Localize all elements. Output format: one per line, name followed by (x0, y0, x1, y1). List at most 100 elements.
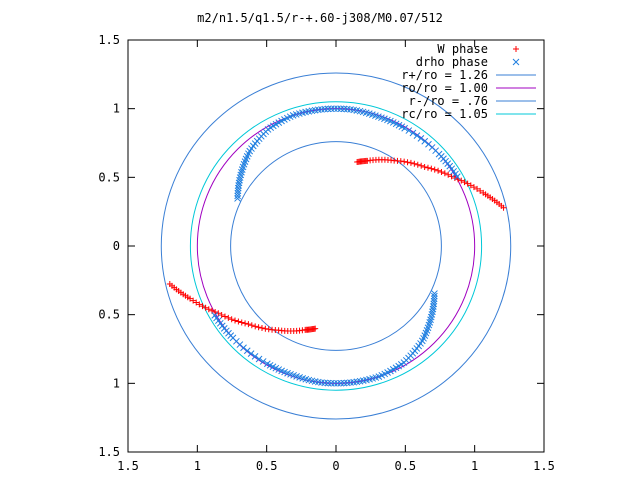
phase-points (166, 105, 507, 387)
data-point (331, 105, 338, 113)
data-point (202, 304, 209, 311)
data-point (431, 166, 438, 173)
data-point (474, 185, 481, 192)
data-point (212, 309, 219, 316)
data-point (193, 299, 200, 306)
data-point (431, 292, 438, 300)
x-tick-labels: 1.5 1 0.5 0 0.5 1 1.5 (117, 459, 555, 473)
data-point (441, 170, 448, 177)
data-point (429, 305, 437, 313)
data-point (234, 184, 242, 192)
data-point (464, 180, 471, 187)
x-tick-label: 1 (471, 459, 478, 473)
data-point (401, 124, 408, 132)
data-point (235, 179, 243, 187)
data-point (190, 297, 197, 304)
data-point (453, 173, 461, 181)
data-point (470, 184, 477, 191)
data-point (429, 308, 436, 316)
data-point (417, 135, 425, 142)
data-point (248, 322, 255, 329)
y-tick-labels: 1.5 1 0.5 0 0.5 1 1.5 (98, 33, 120, 459)
data-point (428, 311, 436, 318)
data-point (225, 314, 232, 321)
data-point (218, 311, 225, 318)
x-tick-label: 1.5 (533, 459, 555, 473)
x-tick-label: 0.5 (256, 459, 278, 473)
data-point (205, 306, 212, 313)
legend-label: drho phase (416, 55, 488, 69)
data-point (407, 159, 414, 166)
data-point (236, 174, 244, 181)
circle-r-1_05 (189, 101, 483, 391)
y-tick-label: 0 (113, 239, 120, 253)
data-point (461, 179, 468, 186)
legend-label: r+/ro = 1.26 (401, 68, 488, 82)
data-point (421, 163, 428, 170)
legend-marker (513, 46, 519, 52)
data-point (262, 325, 269, 332)
data-point (421, 137, 429, 145)
legend-marker (512, 58, 520, 66)
data-point (247, 350, 255, 357)
data-point (424, 164, 431, 171)
data-point (232, 317, 239, 324)
data-point (235, 318, 242, 325)
data-point (259, 358, 267, 365)
legend: W phase drho phase r+/ro = 1.26 ro/ro = … (401, 42, 536, 121)
reference-circles (160, 72, 512, 420)
series-w-phase (166, 156, 507, 335)
data-point (234, 192, 241, 200)
data-point (255, 324, 262, 331)
data-point (234, 195, 241, 202)
data-point (409, 129, 417, 137)
data-point (430, 300, 438, 308)
axis-ticks (127, 39, 545, 453)
data-point (196, 301, 203, 308)
data-point (428, 165, 435, 172)
data-point (451, 175, 458, 182)
data-point (405, 127, 413, 134)
data-point (236, 176, 243, 184)
data-point (430, 303, 437, 310)
data-point (414, 161, 421, 168)
data-point (245, 321, 252, 328)
data-point (480, 189, 487, 196)
y-tick-label: 1 (113, 102, 120, 116)
data-point (312, 325, 319, 332)
data-point (199, 303, 206, 310)
data-point (438, 168, 445, 175)
data-point (228, 316, 235, 323)
data-point (255, 355, 263, 363)
y-tick-label: 0.5 (98, 170, 120, 184)
y-tick-label: 1.5 (98, 445, 120, 459)
data-point (477, 187, 484, 194)
legend-label: rc/ro = 1.05 (401, 107, 488, 121)
circle-r-1 (196, 108, 476, 384)
data-point (411, 160, 418, 167)
legend-label: ro/ro = 1.00 (401, 81, 488, 95)
data-point (251, 353, 259, 360)
data-point (252, 323, 259, 330)
circle-r-0_76 (230, 141, 442, 351)
x-tick-label: 0 (332, 459, 339, 473)
circle-r-1_26 (160, 72, 512, 420)
x-tick-label: 1.5 (117, 459, 139, 473)
y-tick-label: 0.5 (98, 308, 120, 322)
x-tick-label: 0.5 (394, 459, 416, 473)
data-point (264, 360, 271, 368)
data-point (467, 182, 474, 189)
data-point (238, 319, 245, 326)
data-point (418, 162, 425, 169)
data-point (243, 347, 251, 355)
y-tick-label: 1.5 (98, 33, 120, 47)
data-point (334, 379, 341, 387)
data-point (221, 313, 228, 320)
x-tick-label: 1 (194, 459, 201, 473)
data-point (458, 177, 465, 184)
data-point (354, 159, 361, 166)
data-point (404, 159, 411, 166)
data-point (211, 311, 219, 319)
data-point (235, 182, 242, 189)
